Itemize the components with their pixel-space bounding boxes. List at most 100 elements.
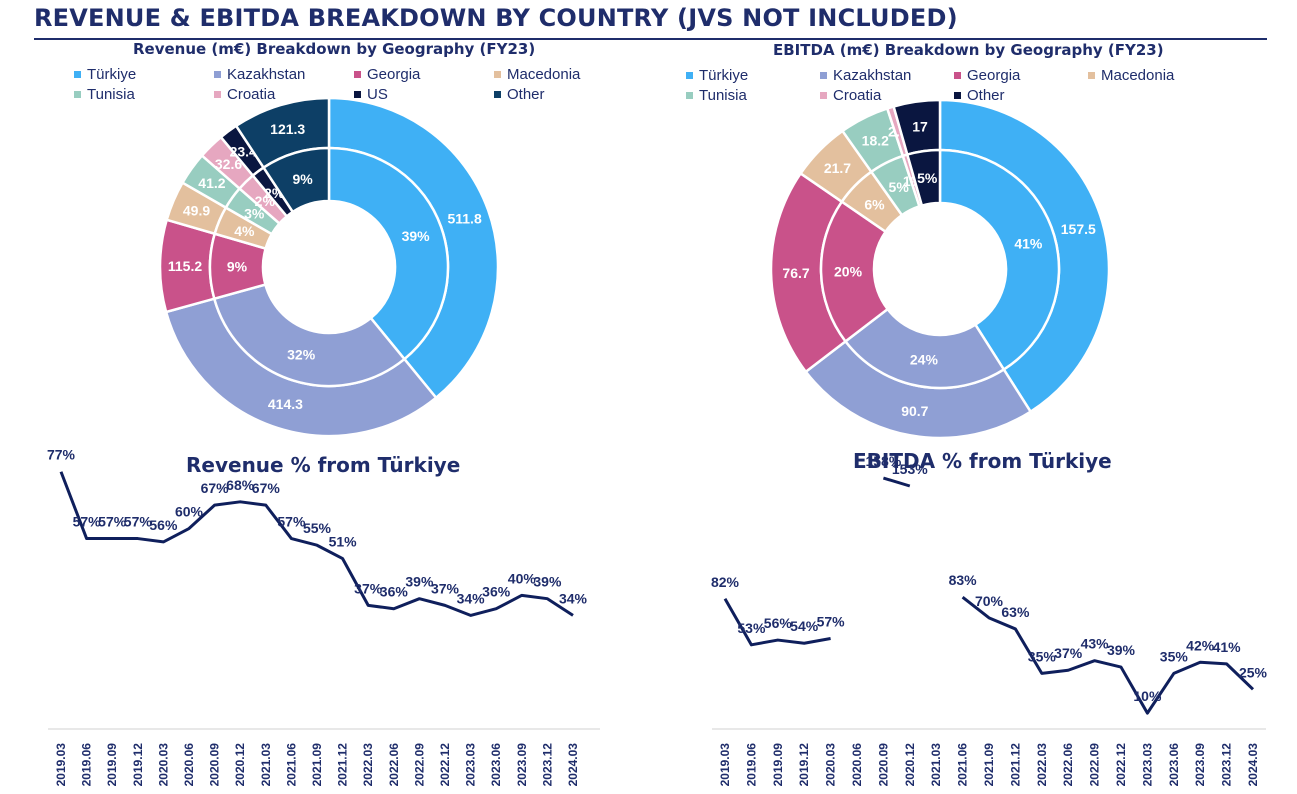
legend-swatch — [74, 90, 81, 98]
ebitda-pct-series-line — [961, 595, 1255, 715]
ebitda-inner-slice-other — [905, 148, 942, 208]
revenue-value-label-tunisia: 41.2 — [198, 175, 225, 191]
revenue-pct-data-label: 57% — [124, 514, 153, 530]
ebitda-pct-x-tick-label: 2022.03 — [1035, 743, 1049, 787]
ebitda-legend: Türkiye Kazakhstan Georgia Macedonia Tunisia… — [686, 65, 1228, 105]
legend-swatch — [494, 70, 501, 78]
revenue-pct-x-tick-label: 2022.06 — [387, 743, 401, 787]
legend-label: Georgia — [967, 66, 1021, 84]
revenue-pct-data-label: 37% — [431, 580, 460, 596]
legend-swatch — [820, 71, 827, 79]
ebitda-pct-data-label: 35% — [1028, 648, 1057, 664]
ebitda-pct-x-tick-label: 2024.03 — [1246, 743, 1260, 787]
legend-label: Other — [507, 85, 545, 103]
legend-swatch — [686, 71, 693, 79]
legend-label: Croatia — [833, 86, 882, 104]
ebitda-pct-x-tick-label: 2020.09 — [876, 743, 890, 787]
revenue-pct-data-label: 39% — [405, 574, 434, 590]
revenue-pct-data-label: 36% — [380, 584, 409, 600]
ebitda-pct-x-tick-label: 2023.12 — [1220, 743, 1234, 787]
legend-swatch — [354, 90, 361, 98]
revenue-pct-x-tick-label: 2019.12 — [131, 743, 145, 787]
revenue-line-title: Revenue % from Türkiye — [186, 453, 461, 477]
revenue-percent-label-georgia: 9% — [227, 258, 248, 274]
ebitda-pct-data-label: 37% — [1054, 645, 1083, 661]
legend-label: Türkiye — [87, 65, 137, 83]
ebitda-pct-x-tick-label: 2021.09 — [982, 743, 996, 787]
revenue-pct-x-tick-label: 2021.09 — [310, 743, 324, 787]
legend-swatch — [1088, 71, 1095, 79]
ebitda-percent-label-tunisia: 5% — [889, 179, 910, 195]
ebitda-pct-x-tick-label: 2022.12 — [1114, 743, 1128, 787]
ebitda-pct-data-label: 10% — [1133, 688, 1162, 704]
legend-swatch — [820, 91, 827, 99]
legend-swatch — [954, 91, 961, 99]
legend-label: Kazakhstan — [833, 66, 912, 84]
ebitda-donut-hole — [875, 204, 1005, 334]
ebitda-pct-x-tick-label: 2019.06 — [744, 743, 758, 787]
ebitda-pct-data-label: 70% — [975, 593, 1004, 609]
ebitda-pct-series-line — [723, 598, 831, 647]
ebitda-value-label-other: 17 — [912, 118, 928, 134]
page-title: REVENUE & EBITDA BREAKDOWN BY COUNTRY (J… — [34, 4, 958, 32]
legend-item-turkiye: Türkiye — [74, 64, 214, 84]
ebitda-pct-x-tick-label: 2019.03 — [718, 743, 732, 787]
ebitda-pct-data-label: 83% — [949, 572, 978, 588]
revenue-pct-x-tick-label: 2019.06 — [80, 743, 94, 787]
legend-item-turkiye: Türkiye — [686, 65, 820, 85]
revenue-pct-x-tick-label: 2023.06 — [489, 743, 503, 787]
legend-label: Georgia — [367, 65, 421, 83]
ebitda-pct-data-label: 53% — [737, 620, 766, 636]
revenue-pct-data-label: 40% — [508, 570, 537, 586]
ebitda-donut-title: EBITDA (m€) Breakdown by Geography (FY23… — [773, 41, 1164, 59]
revenue-value-label-turkiye: 511.8 — [447, 211, 481, 227]
revenue-percent-label-tunisia: 3% — [244, 205, 265, 221]
ebitda-value-label-kazakhstan: 90.7 — [901, 403, 928, 419]
legend-swatch — [214, 90, 221, 98]
revenue-pct-x-tick-label: 2022.03 — [361, 743, 375, 787]
legend-swatch — [954, 71, 961, 79]
legend-item-kazakhstan: Kazakhstan — [214, 64, 354, 84]
revenue-inner-slice-turkiye — [327, 146, 450, 361]
legend-swatch — [214, 70, 221, 78]
ebitda-line-title: EBITDA % from Türkiye — [853, 449, 1112, 473]
ebitda-pct-x-tick-label: 2022.09 — [1088, 743, 1102, 787]
ebitda-pct-x-tick-label: 2019.09 — [771, 743, 785, 787]
ebitda-pct-x-tick-label: 2023.03 — [1140, 743, 1154, 787]
revenue-percent-label-turkiye: 39% — [402, 228, 431, 244]
legend-item-croatia: Croatia — [214, 84, 354, 104]
revenue-pct-x-tick-label: 2020.12 — [233, 743, 247, 787]
ebitda-value-label-georgia: 76.7 — [782, 265, 809, 281]
ebitda-percent-label-macedonia: 6% — [864, 196, 885, 212]
legend-label: Tunisia — [87, 85, 135, 103]
revenue-percent-label-other: 9% — [292, 171, 313, 187]
ebitda-pct-x-tick-label: 2020.12 — [903, 743, 917, 787]
legend-label: Croatia — [227, 85, 276, 103]
ebitda-pct-data-label: 54% — [790, 618, 819, 634]
revenue-pct-x-tick-label: 2021.03 — [259, 743, 273, 787]
revenue-pct-data-label: 51% — [329, 534, 358, 550]
revenue-pct-x-tick-label: 2019.09 — [105, 743, 119, 787]
revenue-value-label-croatia: 32.6 — [215, 156, 242, 172]
legend-swatch — [686, 91, 693, 99]
ebitda-pct-data-label: 56% — [764, 615, 793, 631]
revenue-value-label-kazakhstan: 414.3 — [268, 396, 303, 412]
revenue-pct-data-label: 67% — [201, 480, 230, 496]
legend-item-macedonia: Macedonia — [1088, 65, 1228, 85]
legend-swatch — [354, 70, 361, 78]
revenue-pct-x-tick-label: 2020.06 — [182, 743, 196, 787]
revenue-value-label-other: 121.3 — [270, 121, 305, 137]
revenue-pct-series-line — [59, 471, 574, 617]
ebitda-pct-data-label: 63% — [1001, 604, 1030, 620]
revenue-legend: Türkiye Kazakhstan Georgia Macedonia Tunisia… — [74, 64, 634, 104]
legend-item-macedonia: Macedonia — [494, 64, 634, 84]
revenue-donut-title: Revenue (m€) Breakdown by Geography (FY2… — [133, 40, 536, 58]
ebitda-pct-x-tick-label: 2021.03 — [929, 743, 943, 787]
ebitda-inner-slice-kazakhstan — [843, 307, 1006, 390]
revenue-pct-data-label: 39% — [533, 574, 562, 590]
ebitda-pct-x-tick-label: 2019.12 — [797, 743, 811, 787]
revenue-pct-x-tick-label: 2021.06 — [284, 743, 298, 787]
ebitda-pct-data-label: 57% — [817, 613, 846, 629]
ebitda-pct-x-tick-label: 2021.06 — [956, 743, 970, 787]
